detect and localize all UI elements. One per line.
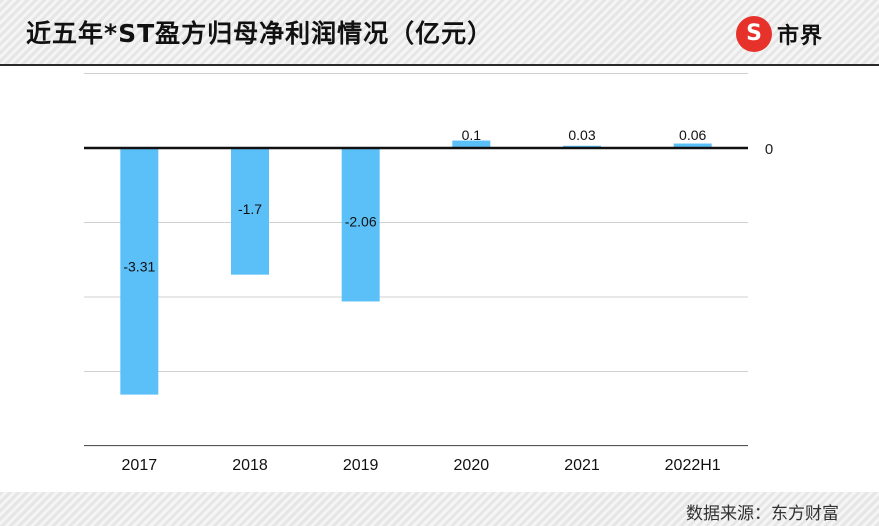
footer-banner: 数据来源：东方财富 xyxy=(0,492,879,526)
bar-2018 xyxy=(231,148,269,275)
axes: 0 2017 2018 2019 2020 2021 2022H1 xyxy=(84,141,773,474)
bars xyxy=(120,140,712,395)
x-tick-label: 2021 xyxy=(564,457,600,474)
data-label: 0.1 xyxy=(462,127,482,143)
data-label: 0.06 xyxy=(679,127,706,143)
header-banner: 近五年*ST盈方归母净利润情况（亿元） S 市界 xyxy=(0,0,879,66)
logo-text: 市界 xyxy=(777,24,824,49)
bar-2020 xyxy=(452,140,491,148)
data-source: 数据来源：东方财富 xyxy=(686,504,839,524)
x-tick-label: 2019 xyxy=(343,457,379,474)
x-tick-label: 2022H1 xyxy=(665,457,721,474)
data-label: 0.03 xyxy=(568,127,595,143)
bar-chart: 0 2017 2018 2019 2020 2021 2022H1 -3.31 -1.7 -2.… xyxy=(84,73,773,474)
x-tick-label: 2018 xyxy=(232,457,268,474)
chart-title: 近五年*ST盈方归母净利润情况（亿元） xyxy=(26,19,494,48)
logo-symbol-icon: S xyxy=(736,16,772,52)
x-tick-label: 2020 xyxy=(454,457,490,474)
bar-2022H1 xyxy=(673,143,712,148)
data-labels: -3.31 -1.7 -2.06 0.1 0.03 0.06 xyxy=(123,127,706,274)
data-label: -3.31 xyxy=(123,258,155,274)
y-tick-label: 0 xyxy=(765,141,773,158)
bar-2017 xyxy=(120,148,159,395)
x-tick-label: 2017 xyxy=(122,457,158,474)
data-label: -1.7 xyxy=(238,201,262,217)
data-label: -2.06 xyxy=(345,214,377,230)
bar-2019 xyxy=(341,148,380,302)
grid-lines xyxy=(84,73,748,447)
brand-logo: S 市界 xyxy=(736,14,823,54)
